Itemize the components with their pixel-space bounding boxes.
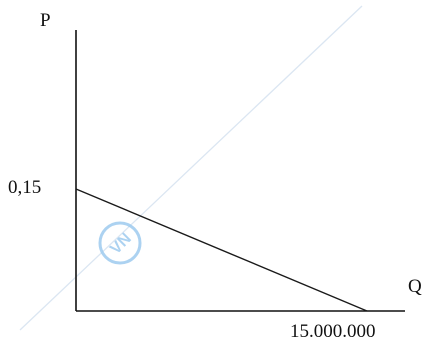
x-tick-label: 15.000.000 [290,321,376,342]
watermark-diagonal [19,5,363,331]
x-axis-label: Q [408,276,422,297]
demand-line [75,188,368,312]
watermark-logo: VN [98,221,142,265]
watermark-logo-text: VN [107,230,135,258]
y-tick-label: 0,15 [8,177,41,198]
watermark-logo-ring [98,221,142,265]
y-axis-label: P [40,10,51,31]
